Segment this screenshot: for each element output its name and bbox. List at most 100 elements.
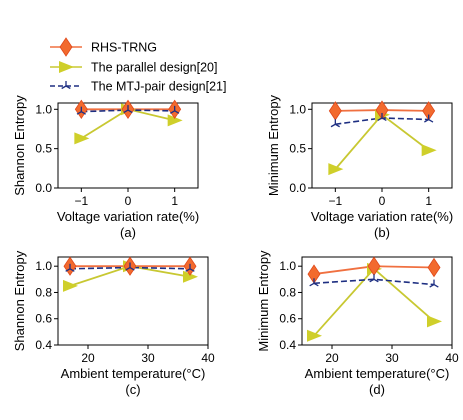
legend-label: The MTJ-pair design[21] <box>91 80 226 94</box>
data-point-s2-1 <box>74 132 90 145</box>
x-tick-label: 30 <box>385 351 399 365</box>
x-axis-label: Ambient temperature(°C) <box>61 366 206 381</box>
data-point-s3-2-arm <box>373 278 379 283</box>
panel-label: (b) <box>374 225 390 240</box>
data-point-s3-2 <box>369 274 379 283</box>
data-point-s2-3 <box>427 315 442 328</box>
data-point-s3-3-arm <box>433 284 439 288</box>
data-point-s2-1 <box>328 163 344 176</box>
data-point-s3-3-arm <box>185 268 191 272</box>
data-point-s2-1 <box>307 329 322 342</box>
y-tick-label: 0.4 <box>279 338 296 352</box>
data-point-s3-3 <box>170 105 180 114</box>
y-tick-label: 0.5 <box>289 142 306 156</box>
data-point-s3-3 <box>424 114 434 123</box>
y-tick-label: 0.5 <box>35 142 52 156</box>
data-point-s3-1-arm <box>65 268 71 272</box>
legend-marker-star-arm <box>65 85 71 90</box>
y-tick-label: 1.0 <box>35 102 52 116</box>
panel-label: (c) <box>125 382 140 397</box>
data-point-s3-1-arm <box>81 111 86 115</box>
legend-label: The parallel design[20] <box>91 61 217 75</box>
x-tick-label: 40 <box>201 351 215 365</box>
data-point-s3-1 <box>76 106 86 115</box>
data-point-s3-1 <box>330 119 340 128</box>
y-tick-label: 0.4 <box>35 338 52 352</box>
legend-entry-1: RHS-TRNG <box>50 37 157 57</box>
data-point-s3-3-arm <box>189 268 195 272</box>
data-point-s1-2 <box>375 100 389 120</box>
data-point-s3-2-arm <box>369 278 375 283</box>
data-point-s3-2-arm <box>129 266 135 271</box>
data-point-s3-1-arm <box>313 282 319 287</box>
x-tick-label: 0 <box>379 194 386 208</box>
data-point-s3-1-arm <box>76 111 82 115</box>
data-point-s3-1 <box>309 278 319 287</box>
y-tick-label: 0.0 <box>35 181 52 195</box>
y-axis-label: Minimum Entropy <box>266 94 281 196</box>
data-point-s3-3 <box>185 263 195 272</box>
x-axis-label: Voltage variation rate(%) <box>57 209 199 224</box>
legend-marker-triangle-right <box>59 61 74 73</box>
panel-label: (d) <box>369 382 385 397</box>
data-point-s2-1 <box>63 279 78 292</box>
series-line-3 <box>313 278 435 286</box>
y-tick-label: 0.6 <box>35 312 52 326</box>
data-point-s3-2-arm <box>381 117 387 122</box>
data-point-s3-3-arm <box>424 118 429 123</box>
x-tick-label: −1 <box>74 194 88 208</box>
data-point-s3-3-arm <box>428 118 434 123</box>
axes-frame <box>301 256 453 346</box>
x-tick-label: 40 <box>445 351 459 365</box>
legend: RHS-TRNG The parallel design[20] The MTJ-p… <box>50 37 226 94</box>
x-tick-label: 1 <box>425 194 432 208</box>
data-point-s3-3-arm <box>174 110 180 114</box>
y-tick-label: 0.0 <box>289 181 306 195</box>
data-point-s3-2 <box>377 112 387 122</box>
y-axis-label: Minimum Entropy <box>256 250 271 352</box>
panel-label: (a) <box>120 225 136 240</box>
y-tick-label: 1.0 <box>289 102 306 116</box>
data-point-s3-2 <box>123 105 133 114</box>
data-point-s3-1-arm <box>335 123 340 128</box>
legend-entry-3: The MTJ-pair design[21] <box>50 80 226 94</box>
data-point-s3-1 <box>65 263 75 272</box>
data-point-s3-1-arm <box>69 268 75 272</box>
x-tick-label: −1 <box>328 194 342 208</box>
x-tick-label: 20 <box>81 351 95 365</box>
data-point-s3-2-arm <box>123 109 129 114</box>
x-tick-label: 1 <box>171 194 178 208</box>
data-point-s3-3-arm <box>429 284 435 288</box>
data-point-s3-3 <box>429 279 439 288</box>
data-point-s3-2-arm <box>125 266 131 271</box>
data-point-s1-1 <box>328 101 342 121</box>
y-tick-label: 0.6 <box>279 312 296 326</box>
y-tick-label: 1.0 <box>279 259 296 273</box>
y-axis-label: Shannon Entropy <box>12 95 27 196</box>
data-point-s3-1-arm <box>330 123 336 128</box>
data-point-s3-3-arm <box>170 110 175 114</box>
x-axis-label: Ambient temperature(°C) <box>305 366 450 381</box>
legend-marker-star <box>61 81 71 90</box>
data-point-s1-3 <box>427 257 441 278</box>
x-tick-label: 20 <box>325 351 339 365</box>
data-point-s3-2-arm <box>127 109 133 114</box>
y-tick-label: 0.8 <box>279 285 296 299</box>
axes-frame <box>57 256 209 346</box>
legend-marker-diamond <box>59 37 73 57</box>
x-tick-label: 0 <box>125 194 132 208</box>
x-axis-label: Voltage variation rate(%) <box>311 209 453 224</box>
y-tick-label: 0.8 <box>35 285 52 299</box>
x-tick-label: 30 <box>141 351 155 365</box>
data-point-s3-1-arm <box>309 282 315 287</box>
series-line-3 <box>69 266 191 270</box>
y-tick-label: 1.0 <box>35 259 52 273</box>
data-point-s3-2 <box>125 262 135 271</box>
legend-marker-star-arm <box>61 85 67 90</box>
data-point-s2-3 <box>421 144 437 157</box>
